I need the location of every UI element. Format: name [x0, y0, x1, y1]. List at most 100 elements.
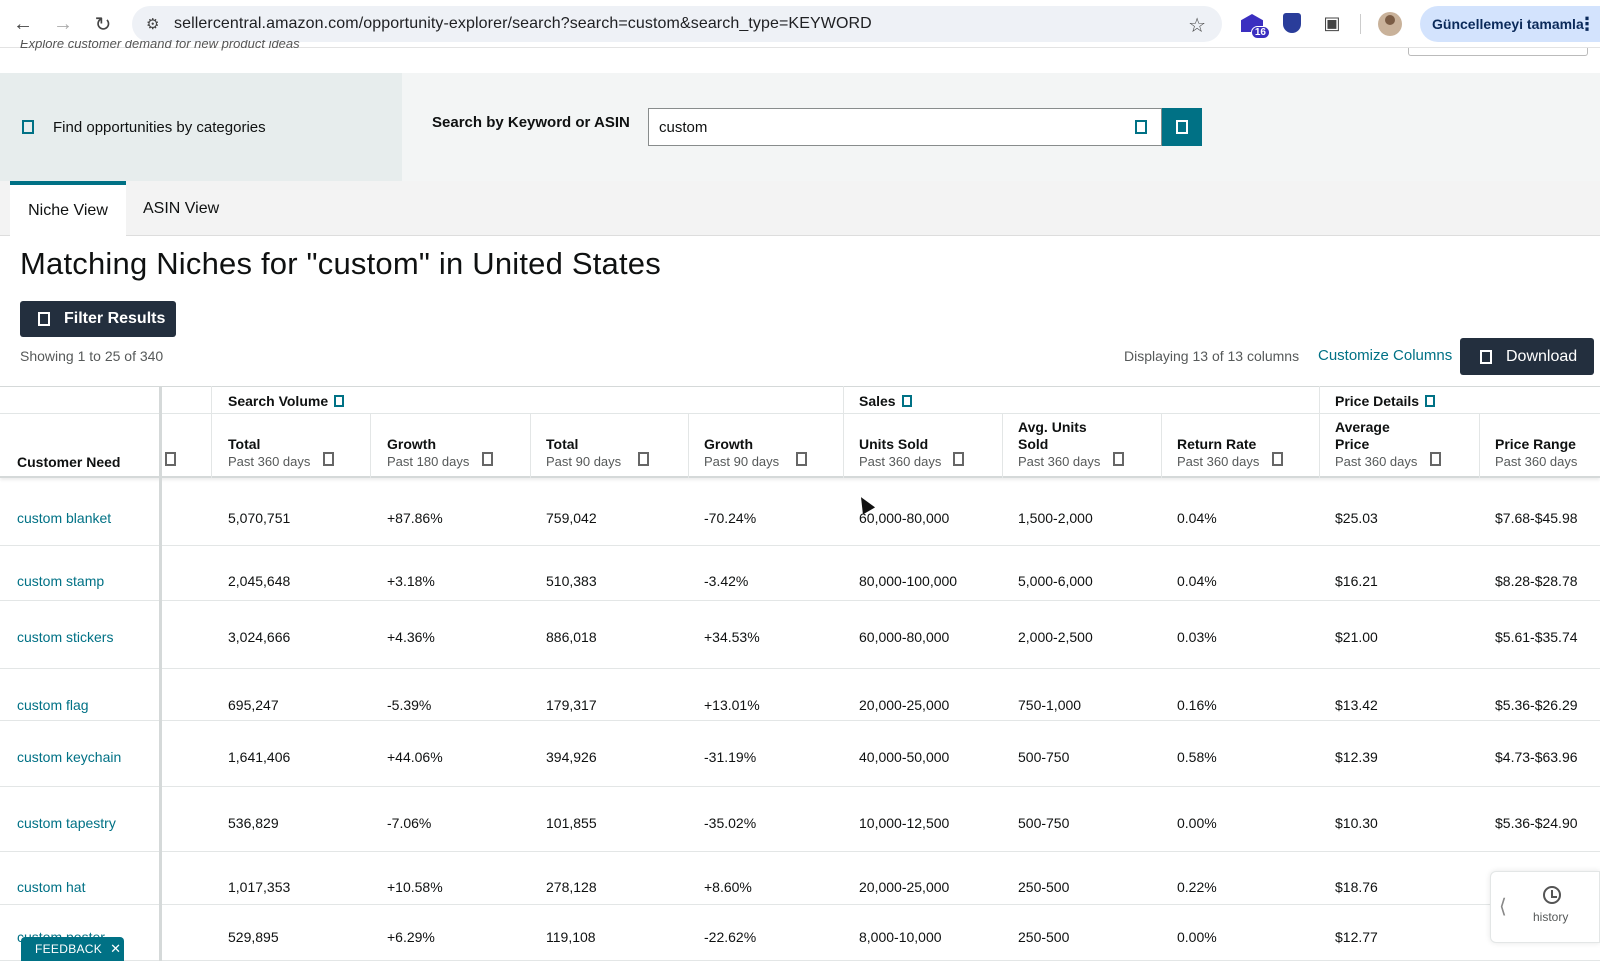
- group-label: Sales: [859, 393, 896, 409]
- group-label: Search Volume: [228, 393, 329, 409]
- categories-label[interactable]: Find opportunities by categories: [53, 118, 266, 136]
- select-column-icon[interactable]: [165, 452, 176, 466]
- table-cell: 0.22%: [1177, 879, 1217, 895]
- column-header[interactable]: Total Past 360 days: [228, 436, 386, 470]
- column-header[interactable]: Growth Past 180 days: [387, 436, 545, 470]
- table-cell: 536,829: [228, 815, 279, 831]
- customer-need-link[interactable]: custom stickers: [17, 629, 114, 645]
- info-icon[interactable]: [334, 395, 345, 407]
- search-button[interactable]: [1162, 108, 1202, 146]
- column-header-period: Past 180 days: [387, 454, 470, 469]
- column-header-period: Past 360 days: [228, 454, 311, 469]
- table-cell: 0.04%: [1177, 573, 1217, 589]
- table-cell: 20,000-25,000: [859, 697, 950, 713]
- customer-need-link[interactable]: custom flag: [17, 697, 89, 713]
- filter-results-button[interactable]: Filter Results: [20, 301, 176, 337]
- info-icon[interactable]: [1425, 395, 1436, 407]
- results-count: Showing 1 to 25 of 340: [20, 348, 164, 364]
- tab-niche-view[interactable]: Niche View: [10, 181, 126, 236]
- table-cell: 5,000-6,000: [1018, 573, 1093, 589]
- column-header[interactable]: Average Price Past 360 days: [1335, 419, 1493, 470]
- table-cell: 750-1,000: [1018, 697, 1082, 713]
- download-button[interactable]: Download: [1460, 338, 1594, 375]
- customer-need-link[interactable]: custom stamp: [17, 573, 105, 589]
- customer-need-header[interactable]: Customer Need: [17, 454, 121, 470]
- extension-shield-icon[interactable]: [1280, 11, 1304, 35]
- table-cell: -35.02%: [704, 815, 757, 831]
- close-icon[interactable]: ✕: [110, 941, 122, 956]
- sort-icon[interactable]: [1113, 452, 1124, 466]
- group-price-details: Price Details: [1335, 393, 1436, 409]
- back-arrow-icon[interactable]: ←: [13, 12, 33, 35]
- sort-icon[interactable]: [482, 452, 493, 466]
- profile-avatar[interactable]: [1378, 12, 1402, 36]
- group-label: Price Details: [1335, 393, 1420, 409]
- categories-panel[interactable]: Find opportunities by categories: [0, 73, 402, 181]
- sort-icon[interactable]: [638, 452, 649, 466]
- column-header[interactable]: Price Range Past 360 days: [1495, 436, 1600, 470]
- table-cell: $5.36-$26.29: [1495, 697, 1578, 713]
- reload-icon[interactable]: ↻: [94, 13, 112, 36]
- forward-arrow-icon[interactable]: →: [53, 12, 73, 35]
- chevron-left-icon[interactable]: ⟨: [1499, 896, 1507, 918]
- table-cell: 119,108: [546, 929, 596, 945]
- download-label: Download: [1506, 347, 1578, 365]
- sort-icon[interactable]: [1272, 452, 1283, 466]
- table-cell: 529,895: [228, 929, 279, 945]
- table-cell: 500-750: [1018, 815, 1070, 831]
- filter-icon: [38, 312, 50, 326]
- table-cell: 10,000-12,500: [859, 815, 950, 831]
- sort-icon[interactable]: [323, 452, 334, 466]
- table-cell: 1,500-2,000: [1018, 510, 1093, 526]
- customer-need-link[interactable]: custom hat: [17, 879, 86, 895]
- site-settings-icon[interactable]: ⚙: [146, 16, 160, 33]
- table-cell: 3,024,666: [228, 629, 291, 645]
- sort-icon[interactable]: [1430, 452, 1441, 466]
- customer-need-link[interactable]: custom keychain: [17, 749, 122, 765]
- table-cell: +3.18%: [387, 573, 435, 589]
- bookmark-star-icon[interactable]: ☆: [1188, 15, 1206, 37]
- table-cell: 0.00%: [1177, 929, 1217, 945]
- feedback-button[interactable]: FEEDBACK ✕: [21, 937, 124, 961]
- column-header-period: Past 360 days: [1177, 454, 1260, 469]
- extension-graduation-icon[interactable]: 16: [1240, 11, 1270, 39]
- column-divider: [1319, 386, 1320, 478]
- table-cell: +10.58%: [387, 879, 443, 895]
- table-cell: 510,383: [546, 573, 597, 589]
- clear-search-icon[interactable]: [1135, 120, 1147, 134]
- extensions-puzzle-icon[interactable]: ▣: [1323, 12, 1341, 33]
- table-cell: $18.76: [1335, 879, 1378, 895]
- column-divider: [1479, 414, 1480, 478]
- search-input[interactable]: custom: [648, 108, 1162, 146]
- table-cell: -7.06%: [387, 815, 432, 831]
- sort-icon[interactable]: [953, 452, 964, 466]
- update-button[interactable]: Güncellemeyi tamamla ⋮: [1420, 6, 1600, 42]
- column-header[interactable]: Total Past 90 days: [546, 436, 704, 470]
- table-cell: 5,070,751: [228, 510, 291, 526]
- page-subtitle: Explore customer demand for new product …: [20, 40, 300, 51]
- sort-icon[interactable]: [796, 452, 807, 466]
- customize-columns-link[interactable]: Customize Columns: [1318, 347, 1453, 364]
- cut-off-button[interactable]: [1408, 48, 1588, 56]
- info-icon[interactable]: [901, 395, 912, 407]
- column-header[interactable]: Growth Past 90 days: [704, 436, 858, 470]
- customer-need-link[interactable]: custom blanket: [17, 510, 112, 526]
- search-label: Search by Keyword or ASIN: [432, 114, 630, 131]
- history-panel[interactable]: ⟨ history: [1490, 871, 1600, 943]
- column-header[interactable]: Units Sold Past 360 days: [859, 436, 1017, 470]
- group-sales: Sales: [859, 393, 912, 409]
- more-menu-icon[interactable]: ⋮: [1578, 13, 1596, 34]
- table-row: custom stamp 2,045,648 +3.18% 510,383 -3.42%…: [0, 546, 1600, 601]
- table-cell: 278,128: [546, 879, 597, 895]
- table-cell: 40,000-50,000: [859, 749, 950, 765]
- address-bar[interactable]: ⚙ sellercentral.amazon.com/opportunity-e…: [132, 6, 1222, 42]
- table-cell: $12.77: [1335, 929, 1378, 945]
- column-header[interactable]: Avg. Units Sold Past 360 days: [1018, 419, 1176, 470]
- table-cell: $13.42: [1335, 697, 1378, 713]
- column-divider: [1161, 414, 1162, 478]
- column-header[interactable]: Return Rate Past 360 days: [1177, 436, 1335, 470]
- url-text[interactable]: sellercentral.amazon.com/opportunity-exp…: [174, 15, 872, 32]
- tab-asin-view[interactable]: ASIN View: [143, 199, 220, 217]
- customer-need-link[interactable]: custom tapestry: [17, 815, 116, 831]
- column-header-period: Past 360 days: [1335, 454, 1418, 469]
